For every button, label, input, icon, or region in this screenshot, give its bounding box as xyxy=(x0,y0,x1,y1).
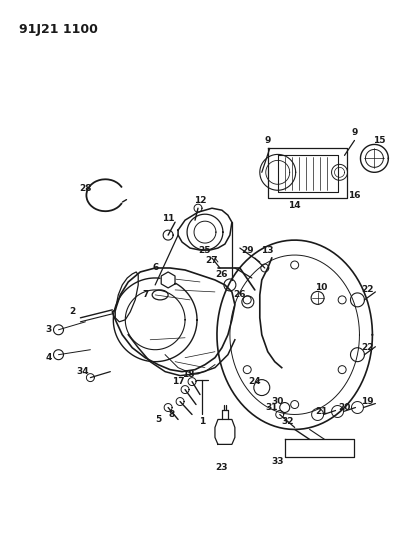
Text: 5: 5 xyxy=(155,415,161,424)
Text: 18: 18 xyxy=(182,370,194,379)
Text: 9: 9 xyxy=(351,128,357,137)
Text: 28: 28 xyxy=(79,184,91,193)
Text: 9: 9 xyxy=(265,136,271,145)
Text: 29: 29 xyxy=(241,246,254,255)
Text: 8: 8 xyxy=(169,410,175,419)
Text: 14: 14 xyxy=(289,201,301,209)
Text: 33: 33 xyxy=(272,457,284,466)
Text: 31: 31 xyxy=(266,403,278,412)
Text: 13: 13 xyxy=(262,246,274,255)
Text: 3: 3 xyxy=(46,325,52,334)
Text: 1: 1 xyxy=(199,417,205,426)
Text: 26: 26 xyxy=(216,270,228,279)
Text: 6: 6 xyxy=(152,263,158,272)
Text: 10: 10 xyxy=(316,284,328,293)
Text: 27: 27 xyxy=(206,255,218,264)
Polygon shape xyxy=(161,272,175,288)
Text: 34: 34 xyxy=(76,367,89,376)
Text: 20: 20 xyxy=(338,403,351,412)
Text: 15: 15 xyxy=(373,136,386,145)
Text: 4: 4 xyxy=(46,353,52,362)
Text: 7: 7 xyxy=(142,290,148,300)
Text: 25: 25 xyxy=(199,246,211,255)
Text: 12: 12 xyxy=(194,196,206,205)
Text: 17: 17 xyxy=(172,377,185,386)
Text: 30: 30 xyxy=(272,397,284,406)
Text: 22: 22 xyxy=(361,285,374,294)
Text: 23: 23 xyxy=(216,463,228,472)
Text: 21: 21 xyxy=(315,407,328,416)
Text: 91J21 1100: 91J21 1100 xyxy=(19,23,98,36)
Text: 26: 26 xyxy=(234,290,246,300)
Text: 24: 24 xyxy=(249,377,261,386)
Text: 2: 2 xyxy=(69,308,76,317)
Text: 19: 19 xyxy=(361,397,374,406)
Text: 16: 16 xyxy=(348,191,361,200)
Text: 11: 11 xyxy=(162,214,174,223)
Text: 22: 22 xyxy=(361,343,374,352)
Text: 32: 32 xyxy=(281,417,294,426)
